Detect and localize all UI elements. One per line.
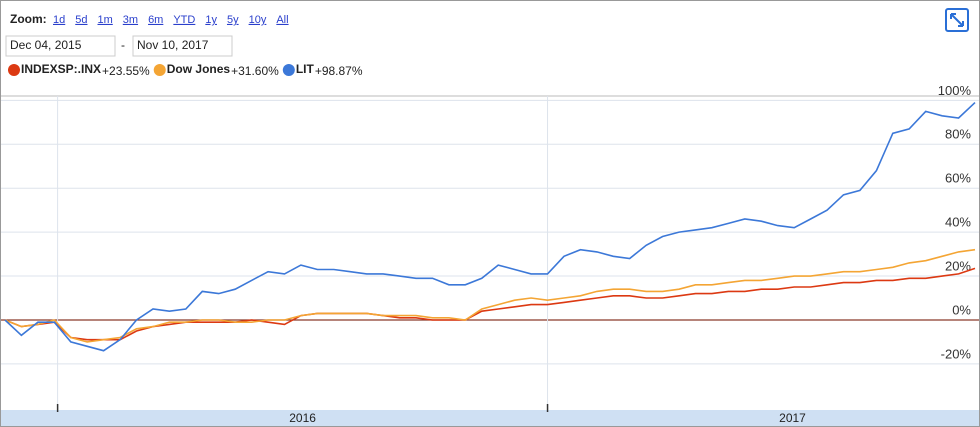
legend-label: Dow Jones — [167, 62, 231, 76]
y-tick-label: 100% — [938, 83, 972, 98]
end-date: Nov 10, 2017 — [137, 38, 209, 52]
series-line — [4, 102, 976, 352]
start-date: Dec 04, 2015 — [10, 38, 82, 52]
zoom-option[interactable]: 6m — [148, 14, 163, 26]
legend-change: +98.87% — [315, 64, 363, 78]
legend-change: +23.55% — [102, 64, 150, 78]
series-line — [4, 248, 976, 343]
y-tick-label: 80% — [945, 127, 971, 142]
expand-button[interactable] — [945, 8, 969, 32]
zoom-option[interactable]: YTD — [173, 14, 195, 26]
legend-label: LIT — [296, 62, 315, 76]
legend-swatch — [153, 64, 166, 76]
date-separator: - — [121, 38, 125, 52]
legend-swatch — [282, 64, 295, 76]
x-band-label: 2017 — [779, 411, 806, 425]
legend: INDEXSP:.INX +23.55% Dow Jones +31.60% LIT +9… — [8, 62, 363, 78]
y-tick-label: 40% — [945, 215, 971, 230]
zoom-option[interactable]: 5y — [227, 14, 239, 26]
legend-change: +31.60% — [231, 64, 279, 78]
zoom-option[interactable]: 10y — [249, 14, 267, 26]
legend-swatch — [8, 64, 20, 76]
zoom-option[interactable]: 1d — [53, 14, 65, 26]
y-tick-label: 20% — [945, 258, 971, 273]
expand-icon — [950, 13, 964, 27]
end-date-box[interactable] — [132, 35, 233, 57]
zoom-option[interactable]: 1y — [205, 14, 217, 26]
zoom-option[interactable]: 1m — [98, 14, 113, 26]
x-band — [1, 410, 979, 426]
y-tick-label: 0% — [952, 302, 971, 317]
zoom-option[interactable]: All — [276, 14, 288, 26]
zoom-options: 1d 5d 1m 3m 6m YTD 1y 5y 10y All — [53, 14, 289, 26]
legend-label: INDEXSP:.INX — [21, 62, 101, 76]
zoom-option[interactable]: 5d — [75, 14, 87, 26]
zoom-option[interactable]: 3m — [123, 14, 138, 26]
x-band-label: 2016 — [289, 411, 316, 425]
series-line — [4, 267, 976, 341]
zoom-label: Zoom: — [10, 12, 47, 26]
start-date-box[interactable] — [5, 35, 116, 57]
y-tick-label: 60% — [945, 171, 971, 186]
y-tick-label: -20% — [941, 346, 972, 361]
